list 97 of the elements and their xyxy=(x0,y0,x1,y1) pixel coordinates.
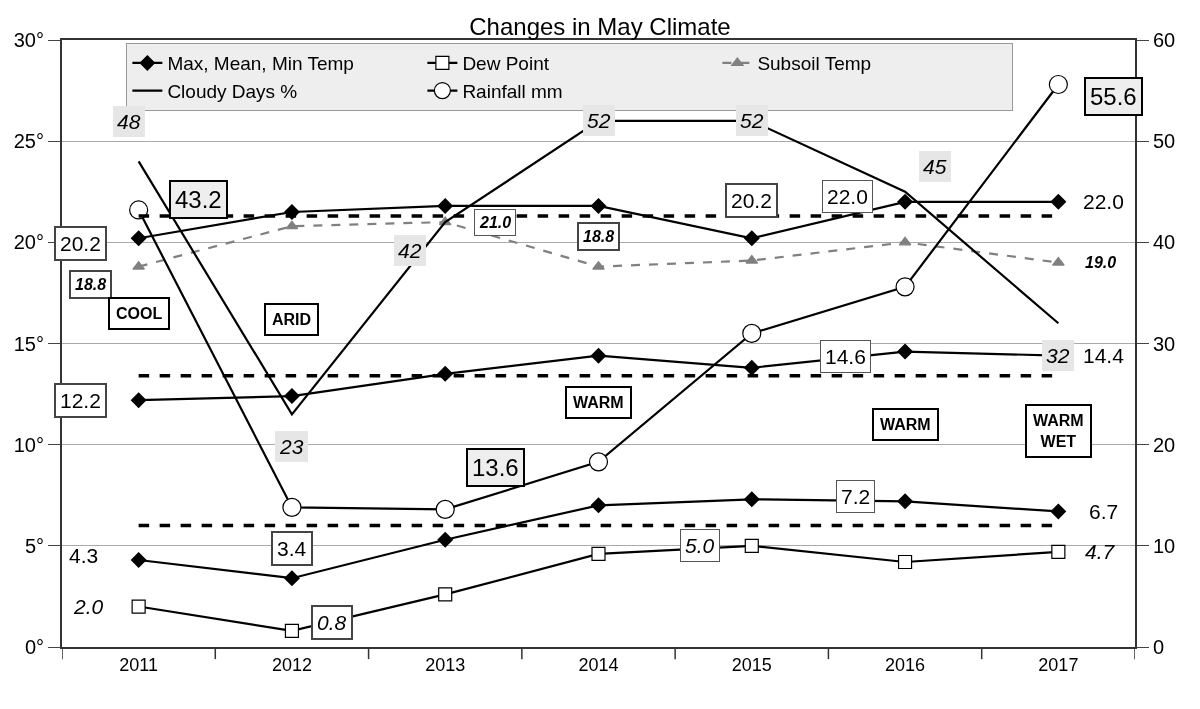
point xyxy=(591,546,606,562)
point xyxy=(744,360,760,376)
y-tick-label: 0° xyxy=(24,636,44,658)
annotation: WARM WET xyxy=(1033,412,1084,450)
data-label: 20.2 xyxy=(731,189,772,212)
point xyxy=(897,554,913,570)
y2-tick-label: 60 xyxy=(1153,29,1176,51)
point xyxy=(284,570,300,586)
data-label: 6.7 xyxy=(1089,500,1119,523)
point xyxy=(588,452,609,472)
x-tick-label: 2011 xyxy=(119,654,158,675)
y-tick-label: 15° xyxy=(13,332,44,355)
x-tick-label: 2012 xyxy=(271,654,312,675)
y-tick-label: 10° xyxy=(13,433,44,456)
point xyxy=(744,230,760,247)
point xyxy=(895,277,915,297)
point xyxy=(1050,194,1067,210)
legend-label: Cloudy Days % xyxy=(167,80,298,102)
point xyxy=(437,532,453,548)
point xyxy=(437,198,453,214)
legend-label: Subsoil Temp xyxy=(757,53,872,75)
point xyxy=(590,497,607,514)
point xyxy=(1051,544,1066,559)
point xyxy=(897,493,913,510)
data-label: 19.0 xyxy=(1085,254,1117,271)
y2-tick-label: 40 xyxy=(1153,231,1176,254)
data-label: 14.6 xyxy=(825,345,866,368)
point xyxy=(1051,256,1065,266)
data-label: 12.2 xyxy=(60,389,101,412)
data-label: 18.8 xyxy=(75,276,107,293)
data-label: 5.0 xyxy=(685,534,715,557)
x-tick-label: 2017 xyxy=(1038,654,1079,675)
data-label: 2.0 xyxy=(73,595,104,618)
y2-tick-label: 30 xyxy=(1153,332,1176,355)
annotation: WARM xyxy=(880,416,931,433)
point xyxy=(744,538,759,553)
point xyxy=(130,392,147,408)
data-label: 21.0 xyxy=(479,214,512,231)
data-label: 20.2 xyxy=(60,232,101,255)
data-label: 45 xyxy=(923,155,947,178)
point xyxy=(744,491,760,508)
point xyxy=(131,599,146,614)
point xyxy=(438,587,453,602)
point xyxy=(898,236,912,246)
data-label: 7.2 xyxy=(841,485,871,508)
point xyxy=(742,323,762,343)
legend-label: Rainfall mm xyxy=(462,80,563,102)
y2-tick-label: 50 xyxy=(1153,130,1176,153)
data-label: 4.3 xyxy=(69,544,99,567)
y-tick-label: 5° xyxy=(24,534,44,557)
data-label: 23 xyxy=(279,435,304,458)
point xyxy=(284,388,300,404)
chart-title: Changes in May Climate xyxy=(469,12,731,40)
data-label: 32 xyxy=(1046,344,1070,367)
point xyxy=(590,347,607,364)
point xyxy=(282,497,302,517)
y-tick-label: 20° xyxy=(13,231,44,254)
point xyxy=(435,499,455,519)
point xyxy=(897,194,913,210)
point xyxy=(1048,74,1068,95)
data-label: 42 xyxy=(398,239,422,262)
annotation: WARM xyxy=(573,394,624,411)
point xyxy=(284,623,300,638)
x-tick-label: 2013 xyxy=(425,654,466,675)
y-tick-label: 25° xyxy=(13,130,44,153)
data-label: 13.6 xyxy=(472,454,519,481)
data-label: 0.8 xyxy=(317,611,347,634)
point xyxy=(285,220,299,230)
x-tick-label: 2016 xyxy=(885,654,926,675)
data-label: 3.4 xyxy=(277,537,307,560)
data-label: 22.0 xyxy=(1083,190,1124,213)
data-label: 14.4 xyxy=(1083,344,1125,367)
y-tick-label: 30° xyxy=(13,29,44,51)
y2-tick-label: 0 xyxy=(1153,636,1165,658)
annotation: ARID xyxy=(272,311,312,328)
x-tick-label: 2015 xyxy=(731,654,772,675)
data-label: 55.6 xyxy=(1090,83,1137,110)
point xyxy=(745,254,759,264)
data-label: 43.2 xyxy=(175,186,222,213)
point xyxy=(590,198,607,214)
legend-label: Dew Point xyxy=(462,53,550,75)
point xyxy=(897,343,913,360)
data-label: 52 xyxy=(740,109,764,132)
point xyxy=(130,552,147,568)
data-label: 22.0 xyxy=(827,185,868,208)
point xyxy=(1050,503,1067,520)
x-tick-label: 2014 xyxy=(578,654,619,675)
y2-tick-label: 20 xyxy=(1153,433,1176,456)
point xyxy=(437,366,453,382)
data-label: 18.8 xyxy=(583,228,615,245)
point xyxy=(130,230,147,247)
legend-label: Max, Mean, Min Temp xyxy=(167,53,354,75)
annotation: COOL xyxy=(116,305,163,322)
y2-tick-label: 10 xyxy=(1153,534,1176,557)
data-label: 48 xyxy=(117,110,141,133)
data-label: 52 xyxy=(587,109,611,132)
data-label: 4.7 xyxy=(1085,540,1116,563)
